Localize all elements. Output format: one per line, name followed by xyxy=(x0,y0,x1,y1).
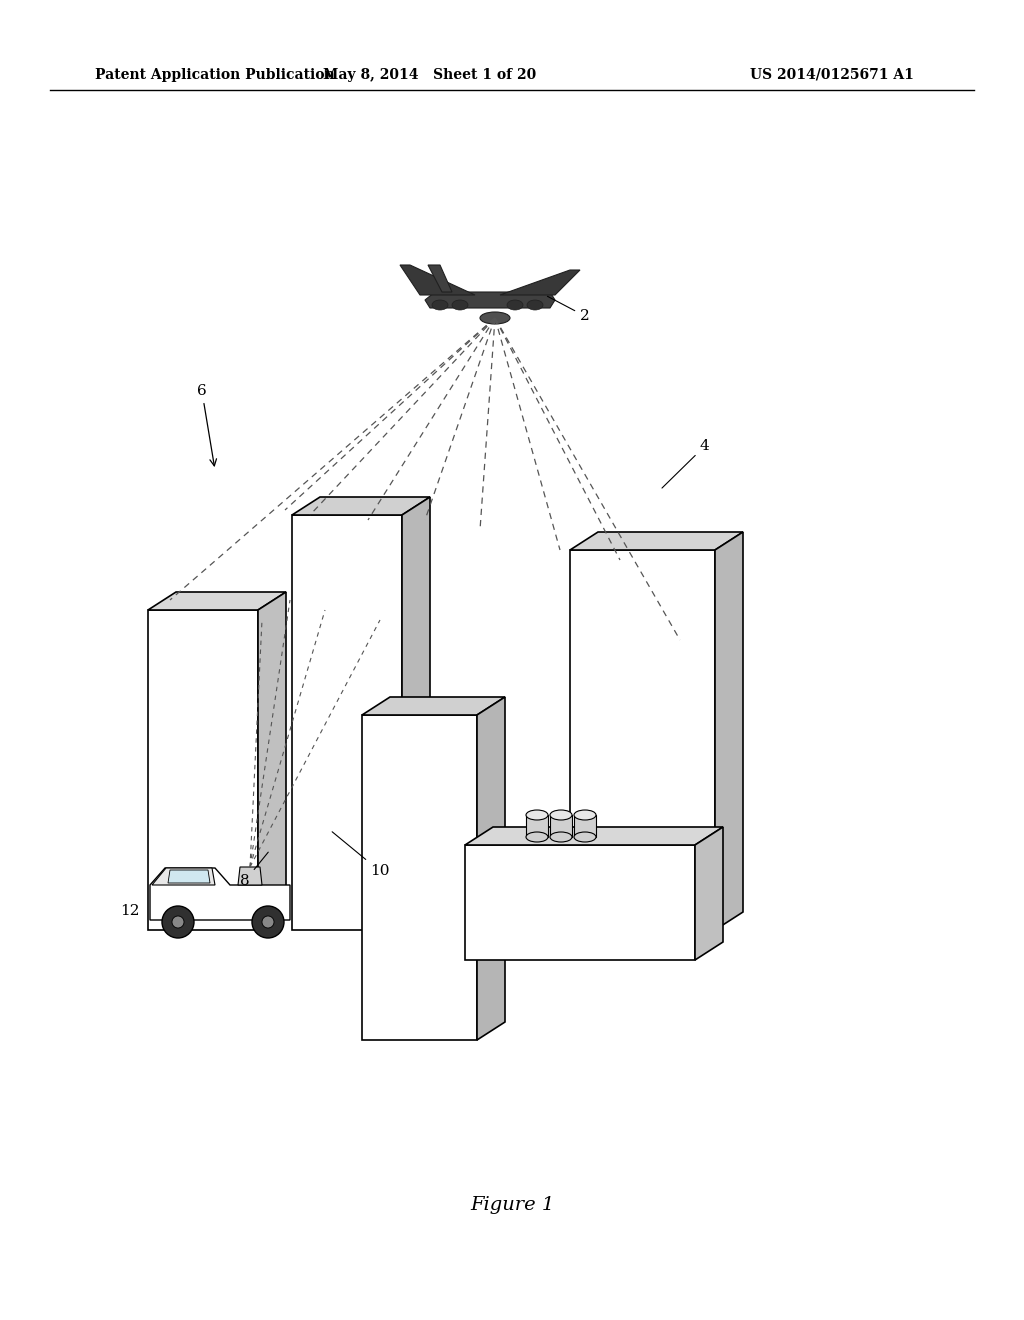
Text: Figure 1: Figure 1 xyxy=(470,1196,554,1214)
Polygon shape xyxy=(500,271,580,294)
Polygon shape xyxy=(258,591,286,931)
Polygon shape xyxy=(168,870,210,883)
Polygon shape xyxy=(695,828,723,960)
Polygon shape xyxy=(152,869,215,884)
Circle shape xyxy=(252,906,284,939)
Circle shape xyxy=(172,916,184,928)
Ellipse shape xyxy=(574,832,596,842)
Polygon shape xyxy=(292,515,402,931)
Ellipse shape xyxy=(480,312,510,323)
Circle shape xyxy=(162,906,194,939)
Polygon shape xyxy=(150,869,290,920)
Polygon shape xyxy=(425,292,555,308)
Polygon shape xyxy=(148,591,286,610)
Ellipse shape xyxy=(507,300,523,310)
Polygon shape xyxy=(550,814,572,837)
Polygon shape xyxy=(715,532,743,931)
Text: 6: 6 xyxy=(197,384,216,466)
Polygon shape xyxy=(428,265,452,292)
Polygon shape xyxy=(570,532,743,550)
Polygon shape xyxy=(574,814,596,837)
Ellipse shape xyxy=(526,810,548,820)
Polygon shape xyxy=(362,697,505,715)
Ellipse shape xyxy=(550,832,572,842)
Polygon shape xyxy=(400,265,475,294)
Polygon shape xyxy=(465,828,723,845)
Text: 8: 8 xyxy=(240,853,268,888)
Polygon shape xyxy=(526,814,548,837)
Circle shape xyxy=(262,916,274,928)
Ellipse shape xyxy=(526,832,548,842)
Polygon shape xyxy=(292,498,430,515)
Polygon shape xyxy=(148,610,258,931)
Polygon shape xyxy=(570,550,715,931)
Text: May 8, 2014   Sheet 1 of 20: May 8, 2014 Sheet 1 of 20 xyxy=(324,69,537,82)
Ellipse shape xyxy=(550,810,572,820)
Text: 4: 4 xyxy=(662,440,710,488)
Text: US 2014/0125671 A1: US 2014/0125671 A1 xyxy=(750,69,913,82)
Polygon shape xyxy=(362,715,477,1040)
Text: 12: 12 xyxy=(120,904,139,917)
Text: 2: 2 xyxy=(548,296,590,323)
Ellipse shape xyxy=(527,300,543,310)
Polygon shape xyxy=(402,498,430,931)
Polygon shape xyxy=(477,697,505,1040)
Text: 10: 10 xyxy=(332,832,389,878)
Ellipse shape xyxy=(574,810,596,820)
Ellipse shape xyxy=(432,300,449,310)
Polygon shape xyxy=(238,867,262,884)
Polygon shape xyxy=(465,845,695,960)
Text: Patent Application Publication: Patent Application Publication xyxy=(95,69,335,82)
Ellipse shape xyxy=(452,300,468,310)
